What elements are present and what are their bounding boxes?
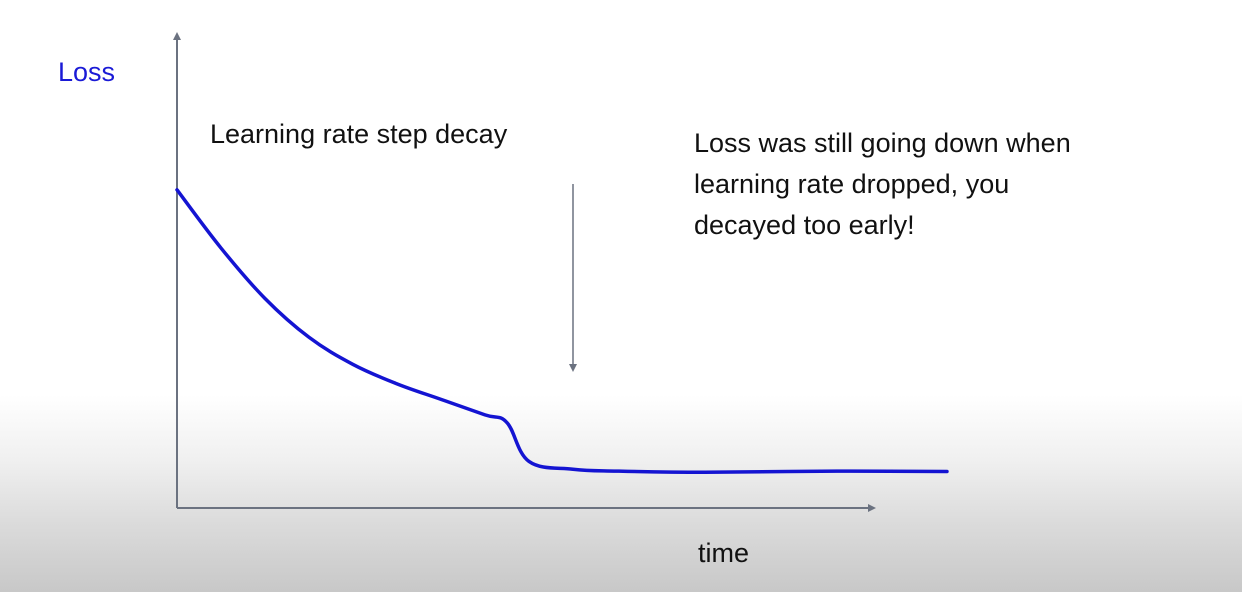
- x-axis-arrowhead: [868, 504, 876, 512]
- loss-series-line: [175, 188, 949, 475]
- early-decay-note-line: Loss was still going down when: [694, 128, 1071, 158]
- step-decay-annotation: Learning rate step decay: [210, 119, 508, 149]
- y-axis-arrowhead: [173, 32, 181, 40]
- series-layer: [175, 188, 949, 475]
- early-decay-note: Loss was still going down when learning …: [694, 123, 1071, 246]
- step-decay-arrowhead: [569, 364, 577, 372]
- early-decay-note-line: learning rate dropped, you: [694, 169, 1010, 199]
- annotation-layer: [569, 184, 577, 372]
- axes: [173, 32, 876, 512]
- x-axis-label: time: [698, 538, 750, 568]
- y-axis-label: Loss: [58, 57, 116, 87]
- early-decay-note-line: decayed too early!: [694, 210, 915, 240]
